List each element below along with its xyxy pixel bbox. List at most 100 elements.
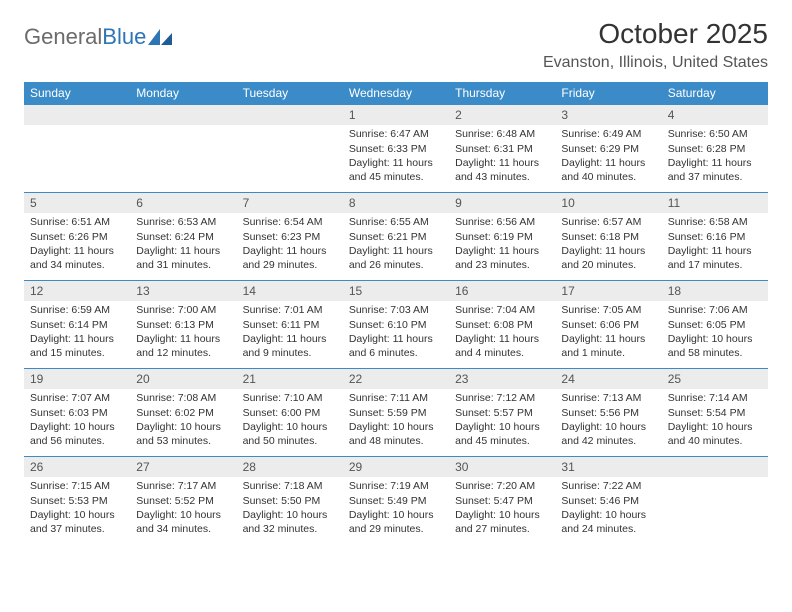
daylight-line: Daylight: 10 hours and 34 minutes. [136, 508, 230, 536]
sunset-line: Sunset: 6:06 PM [561, 318, 655, 332]
calendar-day-cell: 19Sunrise: 7:07 AMSunset: 6:03 PMDayligh… [24, 369, 130, 457]
weekday-header: Tuesday [237, 82, 343, 105]
daylight-line: Daylight: 11 hours and 9 minutes. [243, 332, 337, 360]
daylight-line: Daylight: 11 hours and 6 minutes. [349, 332, 443, 360]
calendar-day-cell: 3Sunrise: 6:49 AMSunset: 6:29 PMDaylight… [555, 105, 661, 193]
weekday-header: Thursday [449, 82, 555, 105]
day-body: Sunrise: 6:55 AMSunset: 6:21 PMDaylight:… [343, 213, 449, 278]
calendar-week-row: 12Sunrise: 6:59 AMSunset: 6:14 PMDayligh… [24, 281, 768, 369]
daylight-line: Daylight: 10 hours and 40 minutes. [668, 420, 762, 448]
calendar-day-cell: 12Sunrise: 6:59 AMSunset: 6:14 PMDayligh… [24, 281, 130, 369]
day-body: Sunrise: 7:00 AMSunset: 6:13 PMDaylight:… [130, 301, 236, 366]
day-number: 19 [24, 369, 130, 389]
sunrise-line: Sunrise: 6:51 AM [30, 215, 124, 229]
calendar-week-row: 5Sunrise: 6:51 AMSunset: 6:26 PMDaylight… [24, 193, 768, 281]
calendar-empty-cell [130, 105, 236, 193]
sunrise-line: Sunrise: 6:54 AM [243, 215, 337, 229]
sunset-line: Sunset: 5:49 PM [349, 494, 443, 508]
sunrise-line: Sunrise: 7:20 AM [455, 479, 549, 493]
day-body: Sunrise: 7:13 AMSunset: 5:56 PMDaylight:… [555, 389, 661, 454]
header: GeneralBlue October 2025 Evanston, Illin… [24, 18, 768, 72]
weekday-header: Friday [555, 82, 661, 105]
sunrise-line: Sunrise: 7:19 AM [349, 479, 443, 493]
daylight-line: Daylight: 11 hours and 45 minutes. [349, 156, 443, 184]
calendar-day-cell: 10Sunrise: 6:57 AMSunset: 6:18 PMDayligh… [555, 193, 661, 281]
weekday-header: Sunday [24, 82, 130, 105]
day-body: Sunrise: 7:08 AMSunset: 6:02 PMDaylight:… [130, 389, 236, 454]
daylight-line: Daylight: 11 hours and 40 minutes. [561, 156, 655, 184]
daylight-line: Daylight: 11 hours and 34 minutes. [30, 244, 124, 272]
sunset-line: Sunset: 5:56 PM [561, 406, 655, 420]
calendar-day-cell: 18Sunrise: 7:06 AMSunset: 6:05 PMDayligh… [662, 281, 768, 369]
sunrise-line: Sunrise: 7:01 AM [243, 303, 337, 317]
daylight-line: Daylight: 11 hours and 26 minutes. [349, 244, 443, 272]
sunrise-line: Sunrise: 6:55 AM [349, 215, 443, 229]
day-body: Sunrise: 7:14 AMSunset: 5:54 PMDaylight:… [662, 389, 768, 454]
day-body: Sunrise: 7:07 AMSunset: 6:03 PMDaylight:… [24, 389, 130, 454]
weekday-header: Saturday [662, 82, 768, 105]
sunrise-line: Sunrise: 7:08 AM [136, 391, 230, 405]
sunrise-line: Sunrise: 6:58 AM [668, 215, 762, 229]
day-number: 27 [130, 457, 236, 477]
weekday-header-row: SundayMondayTuesdayWednesdayThursdayFrid… [24, 82, 768, 105]
day-body: Sunrise: 6:59 AMSunset: 6:14 PMDaylight:… [24, 301, 130, 366]
calendar-empty-cell [662, 457, 768, 545]
sunset-line: Sunset: 6:33 PM [349, 142, 443, 156]
day-number: 2 [449, 105, 555, 125]
daylight-line: Daylight: 10 hours and 56 minutes. [30, 420, 124, 448]
calendar-day-cell: 28Sunrise: 7:18 AMSunset: 5:50 PMDayligh… [237, 457, 343, 545]
day-body: Sunrise: 6:56 AMSunset: 6:19 PMDaylight:… [449, 213, 555, 278]
daylight-line: Daylight: 11 hours and 12 minutes. [136, 332, 230, 360]
logo-word-2: Blue [102, 24, 146, 50]
sunset-line: Sunset: 6:28 PM [668, 142, 762, 156]
daylight-line: Daylight: 11 hours and 20 minutes. [561, 244, 655, 272]
title-block: October 2025 Evanston, Illinois, United … [543, 18, 768, 72]
day-number: 21 [237, 369, 343, 389]
day-number: 29 [343, 457, 449, 477]
day-body: Sunrise: 7:17 AMSunset: 5:52 PMDaylight:… [130, 477, 236, 542]
logo-word-1: General [24, 24, 102, 50]
day-body: Sunrise: 7:12 AMSunset: 5:57 PMDaylight:… [449, 389, 555, 454]
day-number: 24 [555, 369, 661, 389]
sunrise-line: Sunrise: 7:03 AM [349, 303, 443, 317]
sunset-line: Sunset: 6:24 PM [136, 230, 230, 244]
day-number: 4 [662, 105, 768, 125]
sunset-line: Sunset: 6:18 PM [561, 230, 655, 244]
sunrise-line: Sunrise: 7:05 AM [561, 303, 655, 317]
sunrise-line: Sunrise: 7:22 AM [561, 479, 655, 493]
day-number-empty [237, 105, 343, 125]
calendar-day-cell: 5Sunrise: 6:51 AMSunset: 6:26 PMDaylight… [24, 193, 130, 281]
sunrise-line: Sunrise: 7:10 AM [243, 391, 337, 405]
sunset-line: Sunset: 6:31 PM [455, 142, 549, 156]
weekday-header: Monday [130, 82, 236, 105]
day-number: 12 [24, 281, 130, 301]
location: Evanston, Illinois, United States [543, 54, 768, 72]
calendar-empty-cell [237, 105, 343, 193]
sunset-line: Sunset: 6:08 PM [455, 318, 549, 332]
sunset-line: Sunset: 6:11 PM [243, 318, 337, 332]
daylight-line: Daylight: 10 hours and 29 minutes. [349, 508, 443, 536]
calendar-day-cell: 23Sunrise: 7:12 AMSunset: 5:57 PMDayligh… [449, 369, 555, 457]
sunrise-line: Sunrise: 6:47 AM [349, 127, 443, 141]
sunset-line: Sunset: 6:03 PM [30, 406, 124, 420]
calendar-day-cell: 4Sunrise: 6:50 AMSunset: 6:28 PMDaylight… [662, 105, 768, 193]
day-body: Sunrise: 6:49 AMSunset: 6:29 PMDaylight:… [555, 125, 661, 190]
day-number: 25 [662, 369, 768, 389]
calendar-day-cell: 17Sunrise: 7:05 AMSunset: 6:06 PMDayligh… [555, 281, 661, 369]
sunset-line: Sunset: 6:29 PM [561, 142, 655, 156]
calendar-day-cell: 16Sunrise: 7:04 AMSunset: 6:08 PMDayligh… [449, 281, 555, 369]
daylight-line: Daylight: 10 hours and 37 minutes. [30, 508, 124, 536]
calendar-day-cell: 13Sunrise: 7:00 AMSunset: 6:13 PMDayligh… [130, 281, 236, 369]
day-number: 30 [449, 457, 555, 477]
sunrise-line: Sunrise: 7:13 AM [561, 391, 655, 405]
day-number: 22 [343, 369, 449, 389]
day-body: Sunrise: 7:22 AMSunset: 5:46 PMDaylight:… [555, 477, 661, 542]
daylight-line: Daylight: 11 hours and 23 minutes. [455, 244, 549, 272]
daylight-line: Daylight: 11 hours and 1 minute. [561, 332, 655, 360]
day-body: Sunrise: 7:15 AMSunset: 5:53 PMDaylight:… [24, 477, 130, 542]
sunrise-line: Sunrise: 6:48 AM [455, 127, 549, 141]
daylight-line: Daylight: 11 hours and 43 minutes. [455, 156, 549, 184]
day-number: 20 [130, 369, 236, 389]
day-body: Sunrise: 6:47 AMSunset: 6:33 PMDaylight:… [343, 125, 449, 190]
sunset-line: Sunset: 6:26 PM [30, 230, 124, 244]
